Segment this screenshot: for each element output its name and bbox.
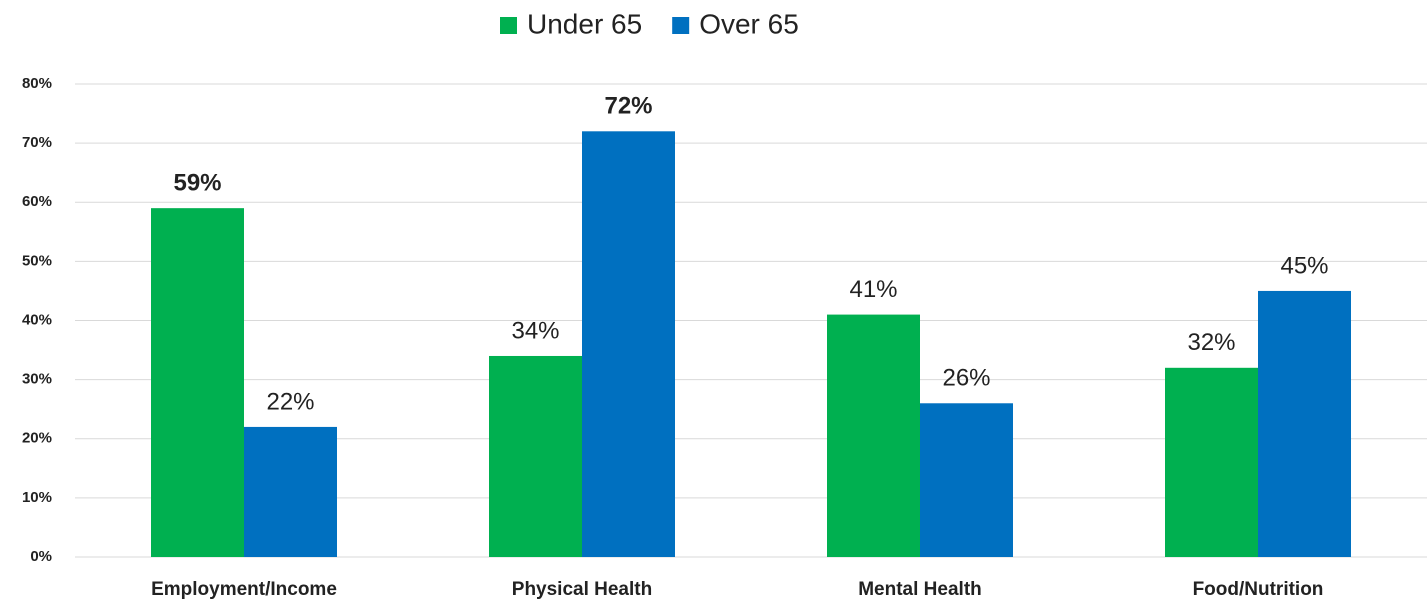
data-label: 59%	[173, 170, 221, 197]
bar	[489, 355, 582, 557]
bar	[151, 208, 244, 557]
legend-label: Under 65	[527, 8, 642, 39]
data-label: 41%	[849, 276, 897, 303]
data-label: 34%	[511, 317, 559, 344]
data-label: 72%	[604, 93, 652, 120]
bar	[244, 426, 337, 557]
data-label: 26%	[942, 365, 990, 392]
x-tick-label: Employment/Income	[151, 579, 337, 600]
y-tick-label: 50%	[22, 252, 52, 269]
y-tick-label: 0%	[30, 548, 52, 565]
y-tick-label: 80%	[22, 75, 52, 92]
bar	[827, 314, 920, 557]
data-label: 32%	[1187, 329, 1235, 356]
data-label: 22%	[266, 388, 314, 415]
data-label: 45%	[1280, 252, 1328, 279]
y-tick-label: 10%	[22, 489, 52, 506]
legend-swatch	[672, 17, 690, 34]
x-tick-label: Mental Health	[858, 579, 982, 600]
x-tick-label: Physical Health	[512, 579, 652, 600]
y-tick-label: 20%	[22, 430, 52, 447]
bar	[1165, 367, 1258, 557]
bar	[582, 131, 675, 558]
y-tick-label: 70%	[22, 134, 52, 151]
y-tick-label: 40%	[22, 311, 52, 328]
bar	[1258, 290, 1351, 557]
legend-label: Over 65	[699, 8, 799, 39]
bar	[920, 403, 1013, 557]
y-tick-label: 30%	[22, 371, 52, 388]
x-tick-label: Food/Nutrition	[1193, 579, 1324, 600]
y-tick-label: 60%	[22, 193, 52, 210]
legend-swatch	[500, 17, 517, 34]
